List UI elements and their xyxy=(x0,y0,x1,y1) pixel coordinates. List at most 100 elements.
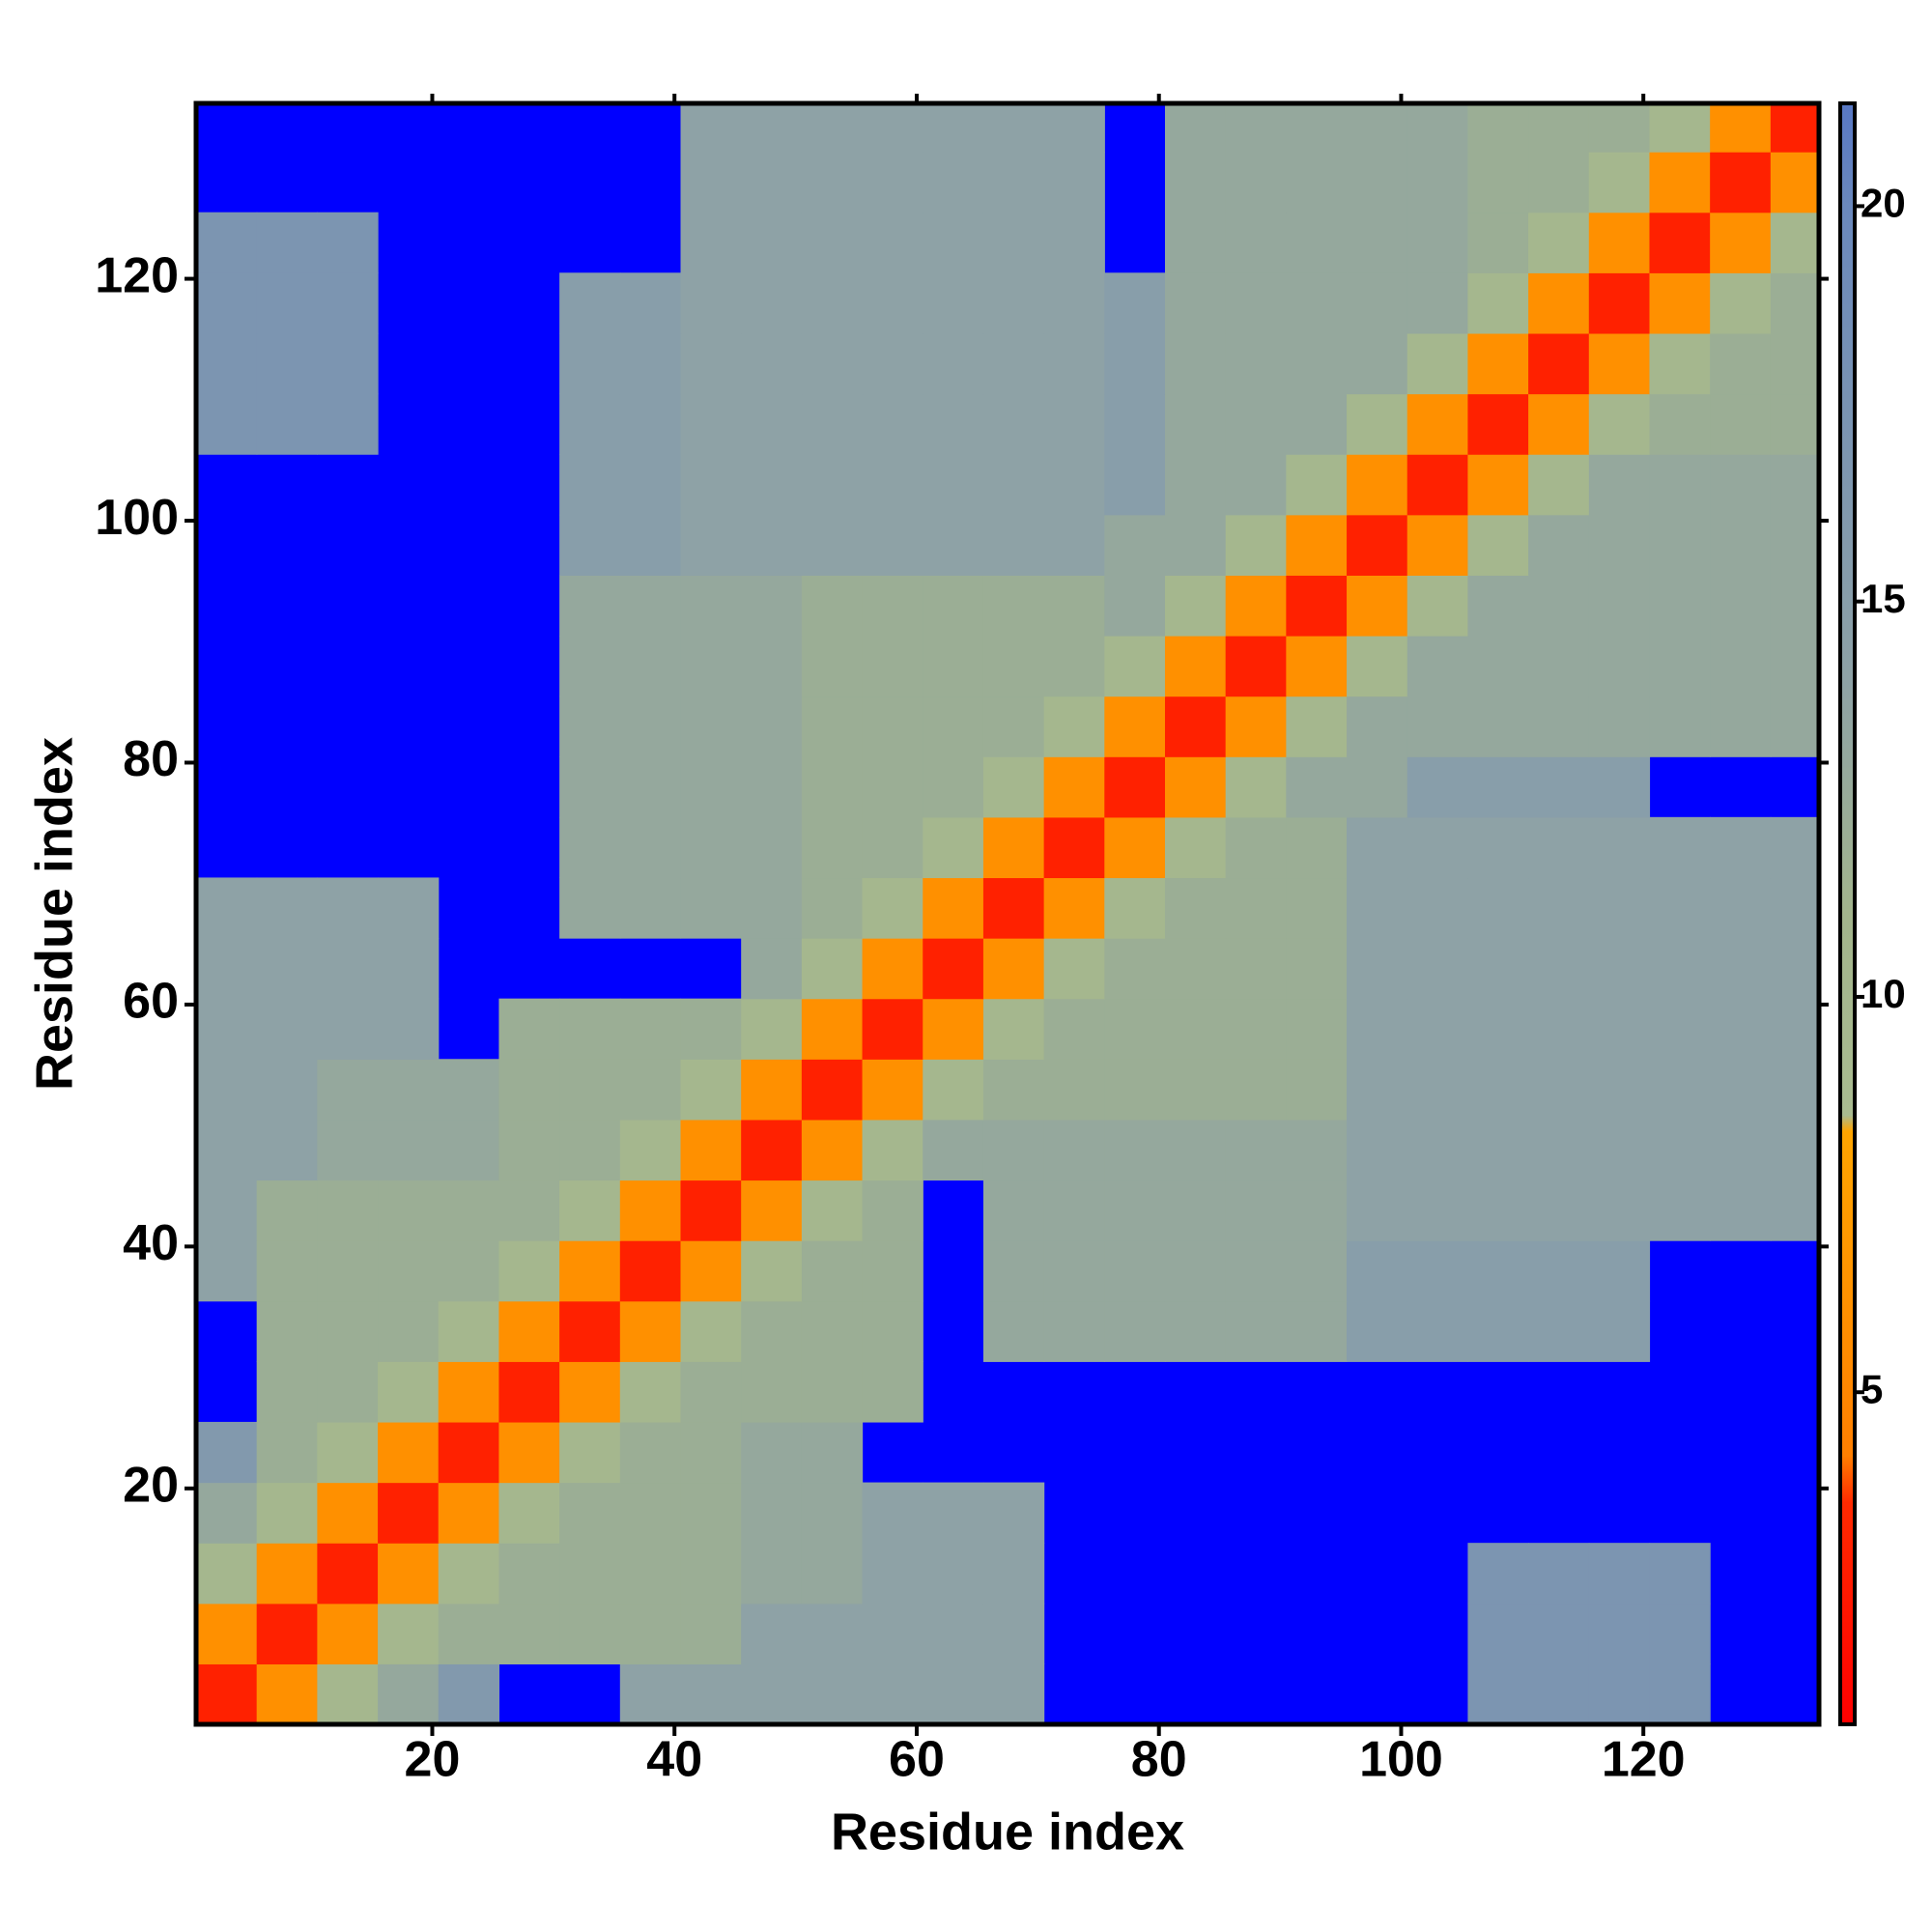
y-axis-label: Residue index xyxy=(25,737,83,1091)
heatmap-cell xyxy=(559,1421,621,1484)
x-axis-label: Residue index xyxy=(831,1803,1184,1861)
heatmap-cell xyxy=(1528,1603,1590,1664)
heatmap-cell xyxy=(982,816,1045,879)
heatmap-cell xyxy=(1588,1059,1651,1121)
heatmap-cell xyxy=(559,1059,621,1121)
heatmap-cell xyxy=(559,393,621,455)
heatmap-cell xyxy=(1528,696,1590,757)
y-tick-label: 120 xyxy=(95,247,179,303)
heatmap-cell xyxy=(862,575,923,637)
heatmap-cell xyxy=(256,1603,318,1664)
heatmap-cell xyxy=(1588,1240,1651,1302)
heatmap-cell xyxy=(862,1119,923,1181)
heatmap-cell xyxy=(1710,103,1772,153)
heatmap-cell xyxy=(982,877,1045,939)
heatmap-cell xyxy=(1710,1119,1772,1181)
heatmap-cell xyxy=(680,756,742,818)
heatmap-cell xyxy=(1588,1119,1651,1181)
heatmap-cell xyxy=(680,1059,742,1121)
heatmap-cell xyxy=(1104,635,1166,697)
heatmap-cell xyxy=(1225,877,1287,939)
heatmap-cell xyxy=(680,454,742,516)
heatmap-cell xyxy=(559,696,621,757)
heatmap-cell xyxy=(1225,575,1287,637)
heatmap-cell xyxy=(862,998,923,1060)
heatmap-cell xyxy=(1588,816,1651,879)
heatmap-cell xyxy=(1104,877,1166,939)
heatmap-cell xyxy=(741,332,803,395)
heatmap-cell xyxy=(801,1421,864,1484)
heatmap-cell xyxy=(256,1663,318,1724)
heatmap-cell xyxy=(619,1603,682,1664)
heatmap-cell xyxy=(741,393,803,455)
heatmap-cell xyxy=(1588,1603,1651,1664)
heatmap-cell xyxy=(378,1300,440,1362)
heatmap-cells xyxy=(196,103,1819,1724)
heatmap-cell xyxy=(1467,1119,1529,1181)
heatmap-cell xyxy=(1286,575,1348,637)
heatmap-cell xyxy=(1164,393,1227,455)
heatmap-cell xyxy=(680,816,742,879)
heatmap-cell xyxy=(1467,103,1529,153)
heatmap-cell xyxy=(1164,635,1227,697)
heatmap-cell xyxy=(1164,575,1227,637)
heatmap-cell xyxy=(498,1603,560,1664)
heatmap-cell xyxy=(256,1421,318,1484)
x-tick-label: 80 xyxy=(1131,1732,1187,1788)
heatmap-cell xyxy=(1225,514,1287,576)
heatmap-cell xyxy=(1164,152,1227,213)
heatmap-cell xyxy=(1347,332,1408,395)
heatmap-cell xyxy=(619,1482,682,1544)
heatmap-cell xyxy=(1528,575,1590,637)
heatmap-cell xyxy=(801,1059,864,1121)
y-tick-label: 40 xyxy=(123,1215,179,1271)
heatmap-cell xyxy=(559,1361,621,1423)
heatmap-cell xyxy=(619,756,682,818)
heatmap-cell xyxy=(559,1179,621,1241)
x-tick-label: 60 xyxy=(889,1732,945,1788)
heatmap-cell xyxy=(1406,575,1469,637)
heatmap-cell xyxy=(1406,212,1469,273)
heatmap-cell xyxy=(1225,454,1287,516)
heatmap-cell xyxy=(317,1361,379,1423)
heatmap-cell xyxy=(378,938,440,1000)
heatmap-cell xyxy=(317,1603,379,1664)
heatmap-cell xyxy=(741,575,803,637)
heatmap-cell xyxy=(1588,575,1651,637)
heatmap-cell xyxy=(741,1482,803,1544)
heatmap-cell xyxy=(498,1119,560,1181)
heatmap-cell xyxy=(1225,816,1287,879)
heatmap-cell xyxy=(1406,152,1469,213)
heatmap-cell xyxy=(1528,1119,1590,1181)
heatmap-cell xyxy=(801,1543,864,1605)
heatmap-cell xyxy=(1710,393,1772,455)
heatmap-cell xyxy=(1286,454,1348,516)
heatmap-cell xyxy=(741,998,803,1060)
heatmap-cell xyxy=(1225,1179,1287,1241)
heatmap-cell xyxy=(1649,514,1711,576)
heatmap-cell xyxy=(1286,332,1348,395)
heatmap-cell xyxy=(1649,393,1711,455)
heatmap-cell xyxy=(741,1119,803,1181)
heatmap-cell xyxy=(1286,103,1348,153)
heatmap-cell xyxy=(619,1421,682,1484)
heatmap-cell xyxy=(196,877,258,939)
heatmap-cell xyxy=(1225,212,1287,273)
heatmap-cell xyxy=(317,1240,379,1302)
heatmap-cell xyxy=(1467,212,1529,273)
heatmap-cell xyxy=(1710,635,1772,697)
heatmap-cell xyxy=(1347,212,1408,273)
heatmap-cell xyxy=(1588,212,1651,273)
heatmap-cell xyxy=(1528,103,1590,153)
heatmap-cell xyxy=(1588,1543,1651,1605)
heatmap-cell xyxy=(619,1300,682,1362)
heatmap-cell xyxy=(378,1482,440,1544)
heatmap-cell xyxy=(1104,1240,1166,1302)
heatmap-cell xyxy=(680,103,742,153)
heatmap-cell xyxy=(1710,212,1772,273)
heatmap-cell xyxy=(438,1603,500,1664)
heatmap-cell xyxy=(680,1603,742,1664)
heatmap-cell xyxy=(1347,1119,1408,1181)
heatmap-cell xyxy=(1588,756,1651,818)
heatmap-cell xyxy=(317,1482,379,1544)
